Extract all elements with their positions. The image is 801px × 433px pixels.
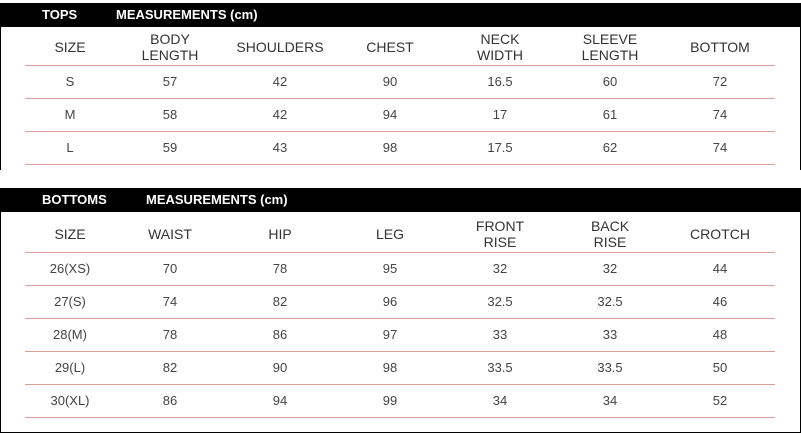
bottoms-table: SIZE WAIST HIP LEG FRONT RISE BACK RISE CR… bbox=[25, 216, 775, 418]
column-header: SIZE bbox=[54, 38, 86, 55]
measurement-cell: 61 bbox=[555, 97, 665, 131]
tops-header-bar: TOPS MEASUREMENTS (cm) bbox=[0, 3, 801, 27]
column-header: BACK RISE bbox=[590, 217, 630, 250]
size-cell: 27(S) bbox=[25, 284, 115, 318]
measurement-cell: 43 bbox=[225, 130, 335, 165]
measurement-cell: 33.5 bbox=[445, 350, 555, 384]
measurement-cell: 42 bbox=[225, 64, 335, 98]
tops-subtitle: MEASUREMENTS (cm) bbox=[116, 7, 258, 22]
measurement-cell: 74 bbox=[665, 130, 775, 165]
tops-title: TOPS bbox=[42, 7, 78, 22]
measurement-cell: 52 bbox=[665, 383, 775, 418]
measurement-cell: 32 bbox=[555, 251, 665, 285]
size-cell: 30(XL) bbox=[25, 383, 115, 418]
column-header: NECK WIDTH bbox=[477, 30, 523, 63]
table-row: 29(L) 82 90 98 33.5 33.5 50 bbox=[25, 350, 775, 384]
tops-section: TOPS MEASUREMENTS (cm) SIZE BODY LENGTH S… bbox=[0, 0, 801, 170]
size-cell: M bbox=[25, 97, 115, 131]
size-cell: 28(M) bbox=[25, 317, 115, 351]
column-header: FRONT RISE bbox=[475, 217, 525, 250]
measurement-cell: 90 bbox=[335, 64, 445, 98]
measurement-cell: 42 bbox=[225, 97, 335, 131]
measurement-cell: 60 bbox=[555, 64, 665, 98]
measurement-cell: 44 bbox=[665, 251, 775, 285]
measurement-cell: 74 bbox=[665, 97, 775, 131]
measurement-cell: 99 bbox=[335, 383, 445, 418]
table-row: 28(M) 78 86 97 33 33 48 bbox=[25, 317, 775, 351]
column-header: CROTCH bbox=[690, 225, 750, 242]
measurement-cell: 72 bbox=[665, 64, 775, 98]
measurement-cell: 94 bbox=[225, 383, 335, 418]
tops-header-row: SIZE BODY LENGTH SHOULDERS CHEST NECK WIDT… bbox=[25, 29, 775, 65]
table-row: 27(S) 74 82 96 32.5 32.5 46 bbox=[25, 284, 775, 318]
column-header: WAIST bbox=[148, 225, 192, 242]
measurement-cell: 32.5 bbox=[555, 284, 665, 318]
measurement-cell: 32.5 bbox=[445, 284, 555, 318]
column-header: SIZE bbox=[54, 225, 86, 242]
column-header: BODY LENGTH bbox=[141, 30, 199, 63]
measurement-cell: 82 bbox=[115, 350, 225, 384]
measurement-cell: 58 bbox=[115, 97, 225, 131]
table-row: M 58 42 94 17 61 74 bbox=[25, 97, 775, 131]
tops-table: SIZE BODY LENGTH SHOULDERS CHEST NECK WIDT… bbox=[25, 29, 775, 165]
column-header: SLEEVE LENGTH bbox=[581, 30, 639, 63]
measurement-cell: 86 bbox=[115, 383, 225, 418]
measurement-cell: 82 bbox=[225, 284, 335, 318]
column-header: CHEST bbox=[366, 38, 414, 55]
column-header: LEG bbox=[375, 225, 404, 242]
table-row: 30(XL) 86 94 99 34 34 52 bbox=[25, 383, 775, 418]
measurement-cell: 90 bbox=[225, 350, 335, 384]
measurement-cell: 33.5 bbox=[555, 350, 665, 384]
measurement-cell: 97 bbox=[335, 317, 445, 351]
measurement-cell: 70 bbox=[115, 251, 225, 285]
measurement-cell: 98 bbox=[335, 350, 445, 384]
measurement-cell: 17 bbox=[445, 97, 555, 131]
bottoms-section: BOTTOMS MEASUREMENTS (cm) SIZE WAIST HIP… bbox=[0, 186, 801, 433]
bottoms-subtitle: MEASUREMENTS (cm) bbox=[146, 192, 288, 207]
measurement-cell: 78 bbox=[225, 251, 335, 285]
size-cell: L bbox=[25, 130, 115, 165]
measurement-cell: 95 bbox=[335, 251, 445, 285]
bottoms-header-row: SIZE WAIST HIP LEG FRONT RISE BACK RISE CR… bbox=[25, 216, 775, 252]
measurement-cell: 17.5 bbox=[445, 130, 555, 165]
size-cell: S bbox=[25, 64, 115, 98]
measurement-cell: 74 bbox=[115, 284, 225, 318]
measurement-cell: 34 bbox=[555, 383, 665, 418]
measurement-cell: 62 bbox=[555, 130, 665, 165]
table-row: L 59 43 98 17.5 62 74 bbox=[25, 130, 775, 165]
measurement-cell: 57 bbox=[115, 64, 225, 98]
table-row: S 57 42 90 16.5 60 72 bbox=[25, 64, 775, 98]
measurement-cell: 98 bbox=[335, 130, 445, 165]
size-cell: 29(L) bbox=[25, 350, 115, 384]
measurement-cell: 34 bbox=[445, 383, 555, 418]
column-header: BOTTOM bbox=[690, 38, 750, 55]
column-header: HIP bbox=[268, 225, 292, 242]
measurement-cell: 94 bbox=[335, 97, 445, 131]
bottoms-header-bar: BOTTOMS MEASUREMENTS (cm) bbox=[0, 188, 801, 212]
measurement-cell: 78 bbox=[115, 317, 225, 351]
column-header: SHOULDERS bbox=[236, 38, 324, 55]
measurement-cell: 16.5 bbox=[445, 64, 555, 98]
measurement-cell: 46 bbox=[665, 284, 775, 318]
measurement-cell: 33 bbox=[555, 317, 665, 351]
measurement-cell: 50 bbox=[665, 350, 775, 384]
measurement-cell: 96 bbox=[335, 284, 445, 318]
measurement-cell: 59 bbox=[115, 130, 225, 165]
measurement-cell: 32 bbox=[445, 251, 555, 285]
measurement-cell: 33 bbox=[445, 317, 555, 351]
table-row: 26(XS) 70 78 95 32 32 44 bbox=[25, 251, 775, 285]
size-cell: 26(XS) bbox=[25, 251, 115, 285]
bottoms-title: BOTTOMS bbox=[42, 192, 107, 207]
measurement-cell: 86 bbox=[225, 317, 335, 351]
measurement-cell: 48 bbox=[665, 317, 775, 351]
